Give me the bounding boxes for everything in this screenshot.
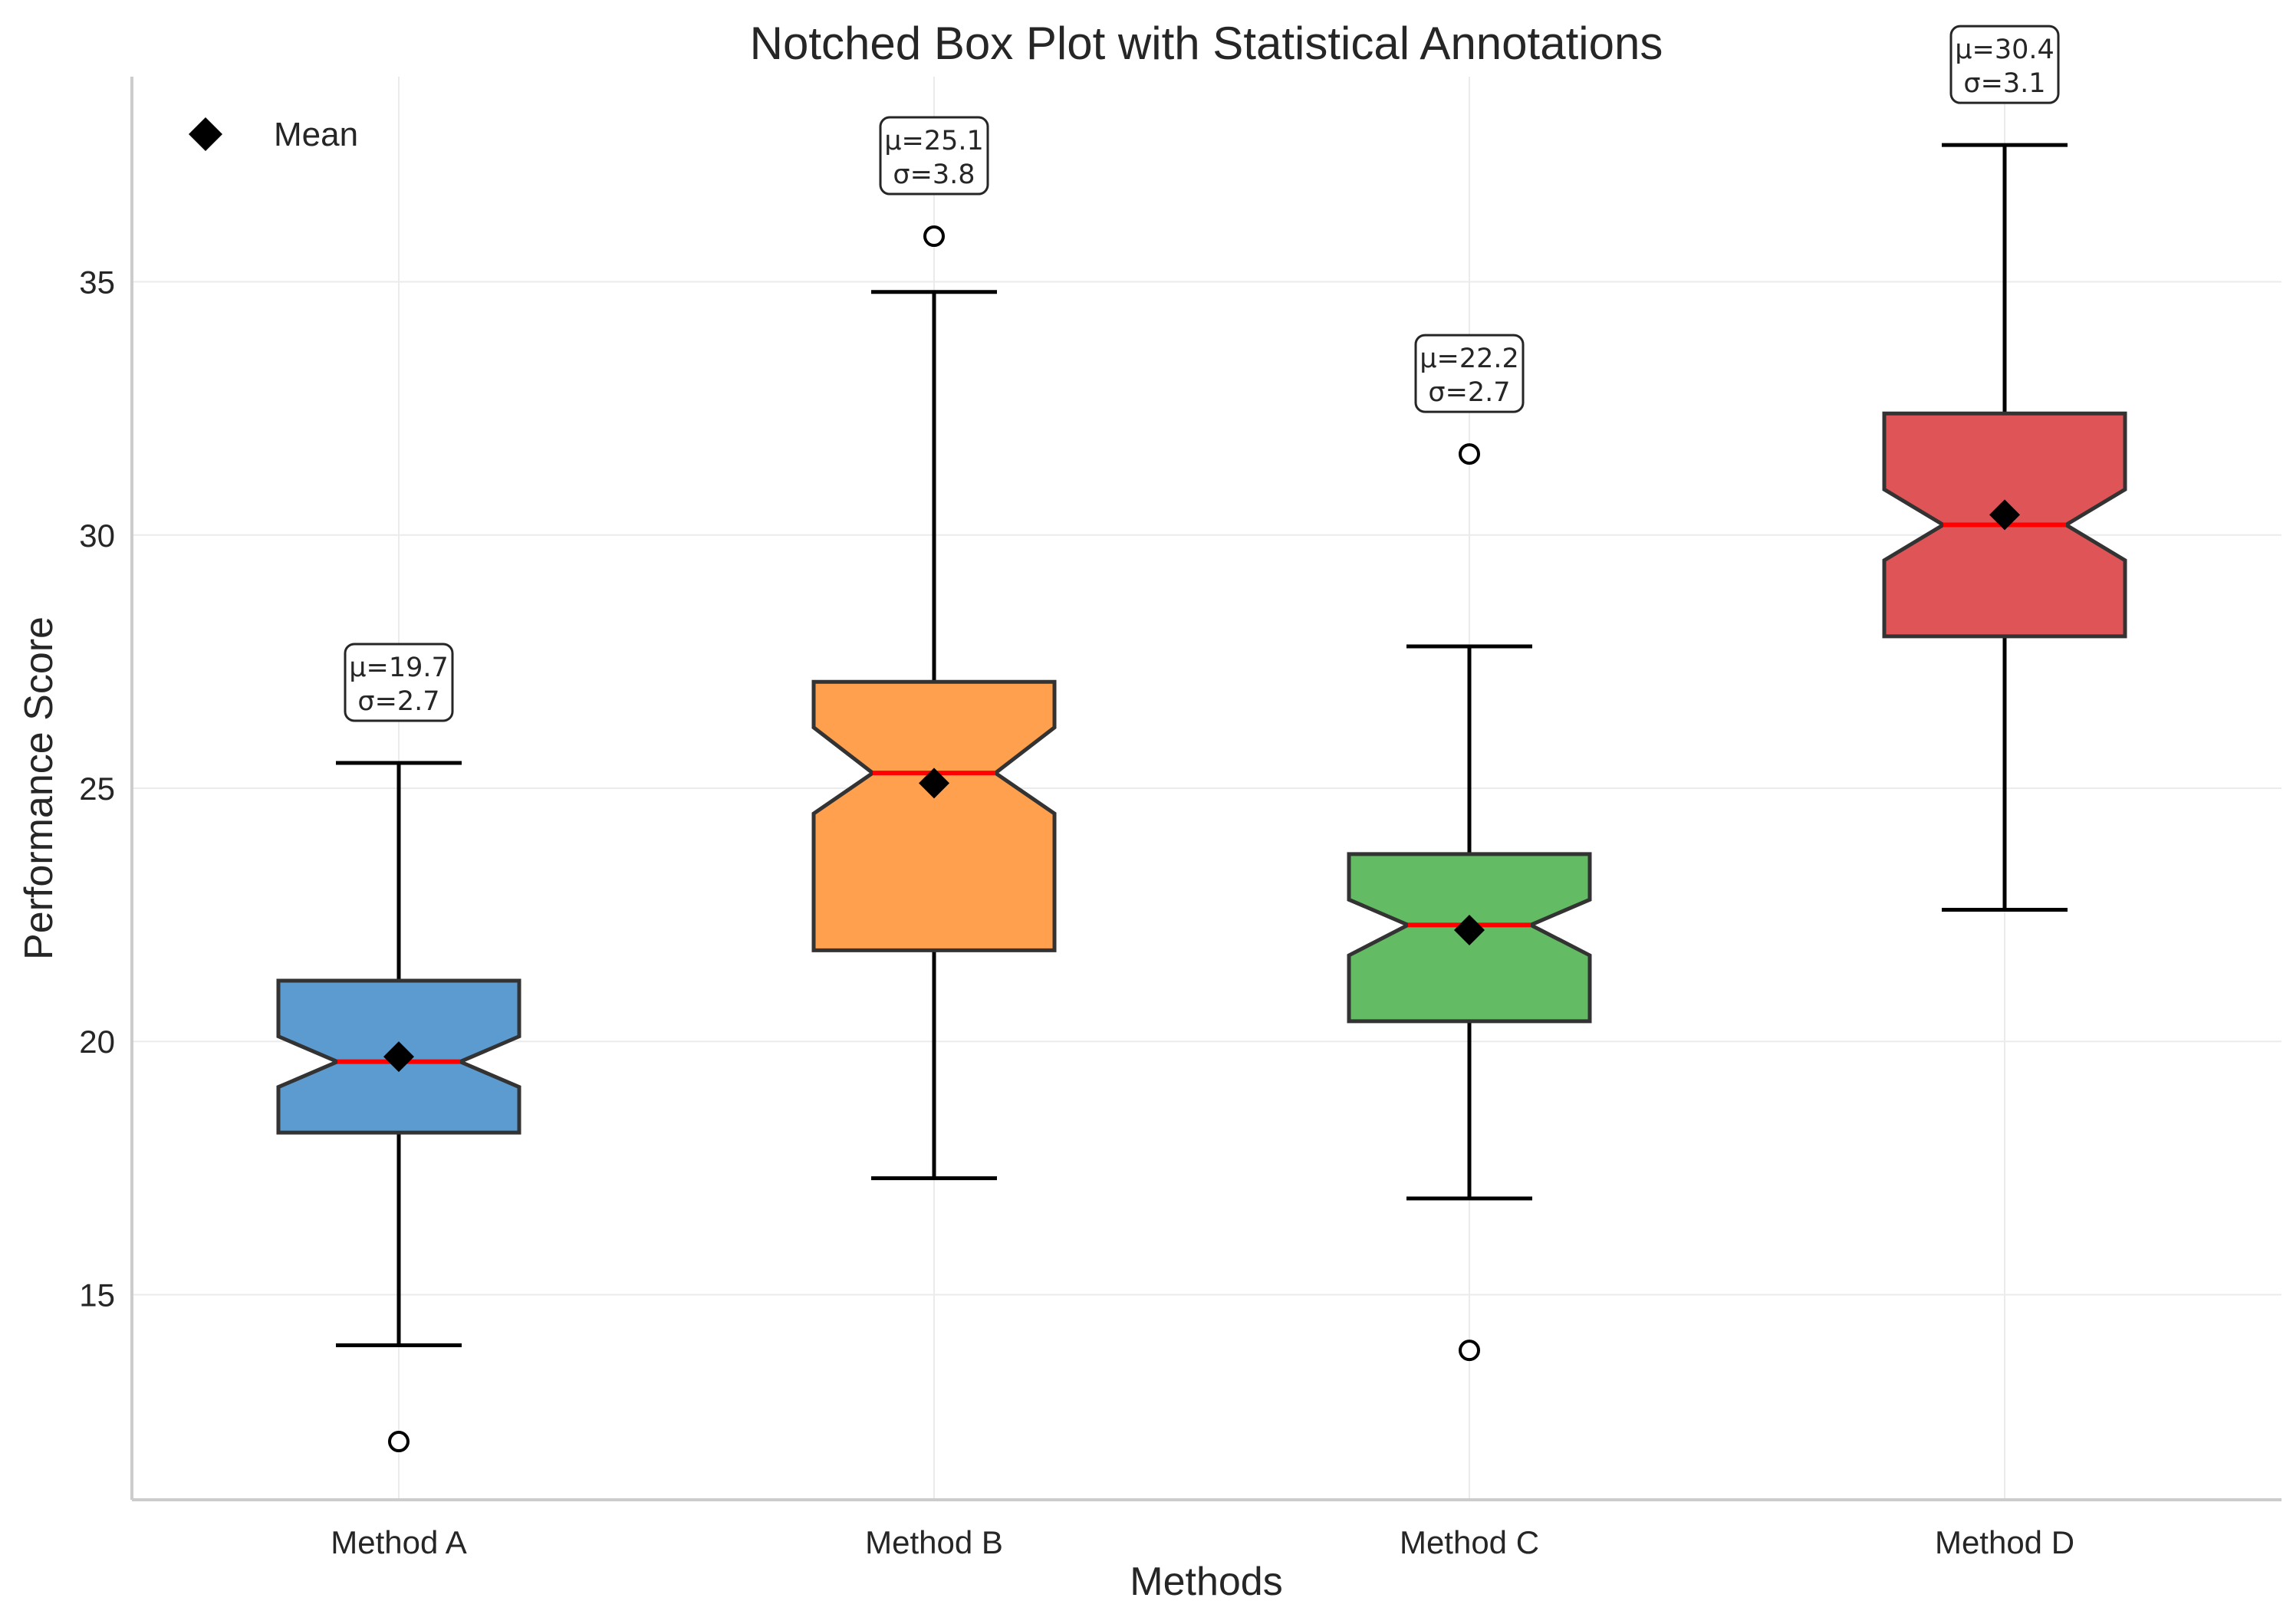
y-tick-label: 30 (79, 518, 115, 554)
box-group-method-d (1882, 143, 2127, 912)
annotation-sd-text: σ=2.7 (357, 686, 439, 717)
box-group-method-a (276, 761, 521, 1453)
notched-box (811, 679, 1057, 952)
stat-annotation: μ=30.4σ=3.1 (1949, 25, 2060, 104)
annotation-sd-text: σ=2.7 (1428, 377, 1510, 408)
y-tick-label: 35 (79, 265, 115, 301)
outlier-point (1459, 1340, 1480, 1362)
y-tick-label: 15 (79, 1277, 115, 1313)
mean-marker (1989, 499, 2020, 531)
boxes-layer (276, 143, 2127, 1453)
annotation-mean-text: μ=30.4 (1955, 35, 2054, 65)
annotation-mean-text: μ=19.7 (349, 653, 449, 683)
outlier-point (1459, 443, 1480, 465)
annotation-box (879, 116, 989, 196)
legend: Mean (189, 116, 358, 153)
box-group-method-b (811, 225, 1057, 1181)
mean-marker (1454, 914, 1485, 945)
mean-marker (383, 1041, 414, 1073)
annotation-sd-text: σ=3.8 (893, 159, 975, 190)
annotation-box (1414, 334, 1525, 413)
annotation-mean-text: μ=22.2 (1420, 344, 1519, 374)
ticks-layer: 15 20 25 30 35 Method A Method B Method C Method… (79, 265, 2074, 1560)
y-tick-label: 25 (79, 771, 115, 807)
annotations-layer: μ=19.7σ=2.7μ=25.1σ=3.8μ=22.2σ=2.7μ=30.4σ… (344, 25, 2060, 722)
grid-layer (132, 77, 2281, 1500)
mean-marker (919, 768, 949, 799)
stat-annotation: μ=25.1σ=3.8 (879, 116, 989, 196)
axes-layer (130, 77, 2281, 1501)
x-tick-label: Method D (1935, 1524, 2074, 1560)
outlier-point (388, 1431, 410, 1453)
stat-annotation: μ=19.7σ=2.7 (344, 643, 454, 722)
y-axis-label: Performance Score (17, 616, 61, 960)
chart-title: Notched Box Plot with Statistical Annota… (750, 18, 1663, 69)
x-tick-label: Method C (1400, 1524, 1539, 1560)
x-tick-label: Method A (331, 1524, 466, 1560)
x-axis-label: Methods (1130, 1560, 1282, 1604)
stat-annotation: μ=22.2σ=2.7 (1414, 334, 1525, 413)
annotation-box (344, 643, 454, 722)
x-tick-label: Method B (865, 1524, 1003, 1560)
annotation-sd-text: σ=3.1 (1963, 68, 2045, 99)
annotation-box (1949, 25, 2060, 104)
annotation-mean-text: μ=25.1 (884, 126, 984, 156)
legend-mean-marker (189, 117, 222, 151)
y-tick-label: 20 (79, 1024, 115, 1060)
box-group-method-c (1347, 443, 1592, 1362)
legend-mean-label: Mean (274, 116, 358, 153)
outlier-point (923, 225, 945, 248)
